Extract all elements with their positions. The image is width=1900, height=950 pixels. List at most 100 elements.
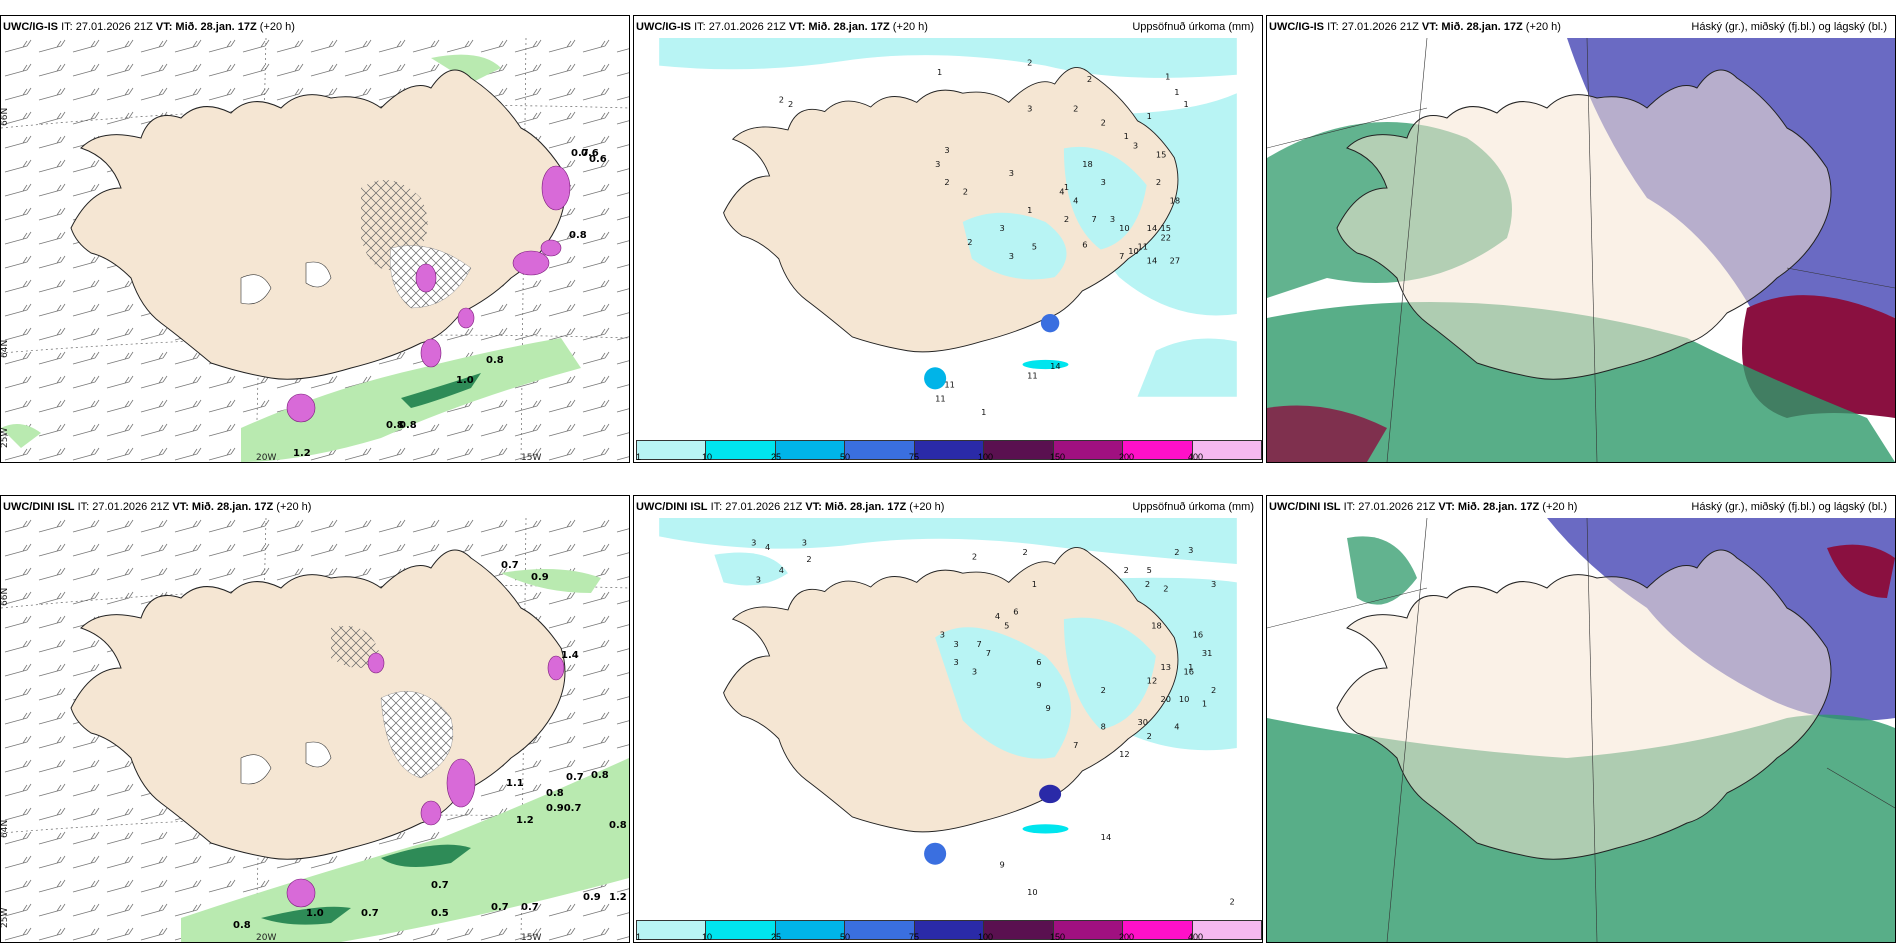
precip-value: 6	[1013, 607, 1018, 617]
label: 0.90.7	[546, 803, 581, 814]
colorbar-cell	[984, 441, 1054, 459]
colorbar-label: 150	[1050, 452, 1066, 462]
precip-value: 2	[806, 554, 811, 564]
precip-value: 3	[756, 574, 761, 584]
label: 1.1	[506, 778, 524, 789]
colorbar-label: 25	[771, 932, 782, 942]
label: 0.8	[546, 788, 564, 799]
label: 0.7	[571, 148, 589, 159]
precip-shade	[1022, 824, 1069, 834]
colorbar-cell	[775, 921, 846, 939]
label: 1.4	[561, 650, 579, 661]
glacier	[240, 274, 272, 305]
glacier	[240, 754, 272, 785]
precip-value: 4	[779, 565, 784, 575]
colorbar-label: 10	[702, 932, 713, 942]
colorbar-labels: 1 10 25 50 75 100 150 200 400	[636, 932, 1260, 942]
precip-value: 2	[1124, 565, 1129, 575]
precip-darkgreen	[401, 373, 481, 408]
precip-shade	[1063, 617, 1156, 730]
precip-value: 1	[1124, 131, 1129, 141]
precip-value: 16	[1193, 630, 1204, 640]
colorbar-label: 200	[1119, 932, 1135, 942]
cloud-low	[1827, 544, 1895, 598]
precip-value: 2	[788, 99, 793, 109]
label: 1.2	[293, 448, 311, 459]
precip-value: 3	[954, 657, 959, 667]
colorbar-cell	[984, 921, 1054, 939]
label: 0.5	[431, 908, 449, 919]
colorbar	[636, 920, 1262, 940]
label: 1.2	[609, 892, 627, 903]
label: 0.7	[361, 908, 379, 919]
precip-value: 1	[1032, 579, 1037, 589]
precip-value: 10	[1128, 246, 1139, 256]
precip-value: 10	[1119, 223, 1130, 233]
precip-value: 1	[1165, 71, 1170, 81]
precip-value: 3	[1101, 177, 1106, 187]
label: 0.9	[531, 572, 549, 583]
colorbar-label: 400	[1188, 452, 1204, 462]
precip-green	[431, 54, 501, 83]
precip-value: 3	[802, 538, 807, 548]
precip-value: 6	[1082, 240, 1087, 250]
precip-value: 1	[1027, 205, 1032, 215]
panel-title: Uppsöfnuð úrkoma (mm)	[1132, 21, 1254, 33]
panel-header: UWC/DINI ISL IT: 27.01.2026 21Z VT: Mið.…	[3, 501, 312, 513]
panel-title: Uppsöfnuð úrkoma (mm)	[1132, 501, 1254, 513]
precip-darkgreen	[261, 906, 351, 925]
cloud-map	[1267, 38, 1895, 462]
precip-value: 13	[1160, 662, 1171, 672]
precip-peak	[924, 367, 947, 390]
label: 0.9	[583, 892, 601, 903]
precip-labels: 0.7 0.6 0.6 0.8 1.0 0.8 0.8 0.8 1.2	[293, 148, 607, 459]
precip-value: 3	[1110, 214, 1115, 224]
panel-header: UWC/IG-IS IT: 27.01.2026 21Z VT: Mið. 28…	[1269, 21, 1561, 33]
precip-value: 3	[1000, 223, 1005, 233]
colorbar-cell	[775, 441, 846, 459]
colorbar-label: 50	[840, 932, 851, 942]
label: 0.8	[569, 230, 587, 241]
precip-shade	[1022, 359, 1069, 370]
panel-header: UWC/DINI ISL IT: 27.01.2026 21Z VT: Mið.…	[1269, 501, 1578, 513]
axis-label: 66N	[1, 108, 10, 126]
precip-value: 10	[1179, 694, 1190, 704]
precip-peak	[924, 842, 947, 865]
colorbar-label: 1	[636, 452, 642, 462]
hatch-area	[381, 691, 453, 778]
precip-value: 4	[765, 542, 770, 552]
axis-label: 15W	[521, 933, 541, 942]
axis-label: 20W	[256, 933, 276, 942]
precip-value: 9	[1000, 860, 1005, 870]
colorbar-label: 25	[771, 452, 782, 462]
label: 0.8	[233, 920, 251, 931]
precip-value: 7	[1073, 740, 1078, 750]
precip-value: 1	[1174, 87, 1179, 97]
precip-value: 7	[977, 639, 982, 649]
precip-value: 11	[1137, 242, 1148, 252]
iceland-land	[70, 549, 566, 860]
precip-value: 4	[1174, 722, 1179, 732]
precip-value: 2	[1101, 117, 1106, 127]
precip-value: 1	[937, 67, 942, 77]
precip-value: 2	[967, 237, 972, 247]
precip-value: 2	[1064, 214, 1069, 224]
precip-value: 7	[1091, 214, 1096, 224]
precip-value: 3	[935, 159, 940, 169]
label: 0.8	[609, 820, 627, 831]
colorbar-cell	[637, 921, 707, 939]
precip-value: 2	[1229, 896, 1234, 906]
precip-value: 27	[1170, 255, 1181, 265]
precip-value: 31	[1202, 648, 1213, 658]
precip-value: 5	[1147, 565, 1152, 575]
glacier	[305, 741, 332, 768]
precip-value: 18	[1082, 159, 1093, 169]
panel-dini-clouds: UWC/DINI ISL IT: 27.01.2026 21Z VT: Mið.…	[1266, 495, 1896, 943]
precip-value: 6	[1036, 657, 1041, 667]
precip-peak	[1040, 313, 1060, 333]
colorbar-cell	[706, 921, 776, 939]
precip-value: 9	[1046, 703, 1051, 713]
label: 1.0	[456, 375, 474, 386]
precip-peak	[1039, 784, 1062, 804]
